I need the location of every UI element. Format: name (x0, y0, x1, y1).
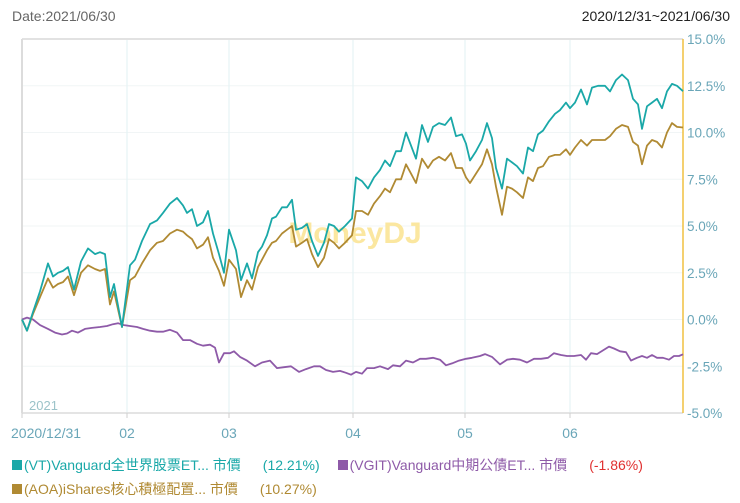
svg-text:2020/12/31: 2020/12/31 (11, 425, 81, 441)
svg-text:03: 03 (221, 425, 237, 441)
svg-text:04: 04 (345, 425, 361, 441)
svg-text:5.0%: 5.0% (687, 219, 718, 234)
svg-text:0.0%: 0.0% (687, 313, 718, 328)
svg-text:2.5%: 2.5% (687, 266, 718, 281)
svg-text:02: 02 (119, 425, 135, 441)
legend-item-aoa[interactable]: (AOA)iShares核心積極配置... 市價 (10.27%) (12, 479, 317, 499)
x-axis: 2021 2020/12/31 02 03 04 05 06 (11, 398, 578, 441)
legend-row-2: (AOA)iShares核心積極配置... 市價 (10.27%) (12, 477, 643, 501)
legend-label-aoa: (AOA)iShares核心積極配置... 市價 (24, 481, 238, 497)
date-range-label: 2020/12/31~2021/06/30 (581, 8, 730, 24)
legend-value-vgit: (-1.86%) (589, 457, 643, 473)
date-label: Date:2021/06/30 (12, 8, 116, 24)
legend-item-vgit[interactable]: (VGIT)Vanguard中期公債ET... 市價 (-1.86%) (337, 455, 643, 475)
svg-text:10.0%: 10.0% (687, 126, 725, 141)
legend: (VT)Vanguard全世界股票ET... 市價 (12.21%) (VGIT… (12, 453, 643, 501)
vgit-swatch-icon (337, 460, 348, 470)
legend-label-vt: (VT)Vanguard全世界股票ET... 市價 (24, 457, 241, 473)
svg-text:-2.5%: -2.5% (687, 359, 722, 374)
svg-text:06: 06 (562, 425, 578, 441)
vt-swatch-icon (12, 460, 22, 470)
aoa-swatch-icon (12, 484, 22, 494)
y-axis-right: 15.0% 12.5% 10.0% 7.5% 5.0% 2.5% 0.0% -2.5% -5.0… (687, 32, 725, 421)
series-lines (21, 73, 684, 376)
performance-line-chart[interactable]: MoneyDJ 15.0%12.5%10.0%7.5%5.0%2.5%0.0%-… (0, 0, 740, 450)
legend-row-1: (VT)Vanguard全世界股票ET... 市價 (12.21%) (VGIT… (12, 453, 643, 477)
legend-label-vgit: (VGIT)Vanguard中期公債ET... 市價 (349, 457, 568, 473)
legend-value-aoa: (10.27%) (259, 481, 317, 497)
svg-text:05: 05 (457, 425, 473, 441)
svg-text:2021: 2021 (29, 398, 58, 413)
svg-text:-5.0%: -5.0% (687, 406, 722, 421)
legend-value-vt: (12.21%) (262, 457, 320, 473)
svg-text:12.5%: 12.5% (687, 79, 725, 94)
svg-text:7.5%: 7.5% (687, 172, 718, 187)
legend-item-vt[interactable]: (VT)Vanguard全世界股票ET... 市價 (12.21%) (12, 455, 320, 475)
svg-text:15.0%: 15.0% (687, 32, 725, 47)
